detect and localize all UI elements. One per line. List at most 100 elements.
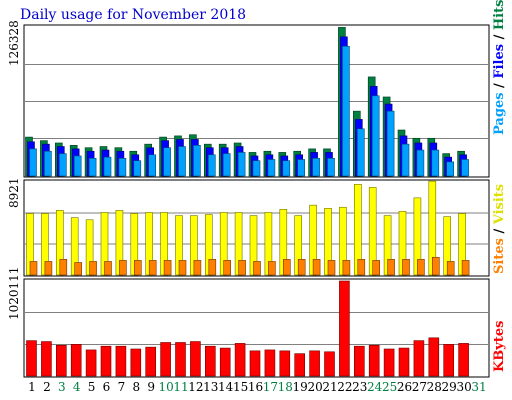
kbytes-bar xyxy=(190,341,201,377)
x-axis-labels: 1 2 3 4 5 6 7 8 9 10 11 12 13 14 15 16 17 18 19 20 21 22 23 24 2… xyxy=(28,380,486,394)
x-tick-label: 2 xyxy=(43,380,51,394)
x-tick-label: 12 xyxy=(188,380,203,394)
kbytes-bar xyxy=(339,280,350,377)
sites-bar xyxy=(297,259,306,276)
visits-y-max-label: 8921 xyxy=(7,177,21,208)
kbytes-bar xyxy=(219,347,231,377)
sites-bar xyxy=(163,260,172,276)
kbytes-y-max-label: 1020111 xyxy=(7,267,21,320)
pages-bar xyxy=(208,154,216,177)
x-tick-label: 24 xyxy=(367,380,383,394)
pages-bar xyxy=(356,128,365,177)
kbytes-bar xyxy=(145,346,156,377)
x-tick-label: 19 xyxy=(293,380,308,394)
kbytes-bar xyxy=(264,349,276,377)
kbytes-bar xyxy=(205,345,216,377)
x-tick-label: 15 xyxy=(233,380,248,394)
sites-bar xyxy=(223,260,231,276)
sites-bar xyxy=(282,259,291,276)
kbytes-bar xyxy=(55,344,67,377)
x-tick-label: 26 xyxy=(397,380,412,394)
hits-legend: Pages / Files / Hits xyxy=(492,0,507,135)
sites-bar xyxy=(148,260,157,276)
kbytes-bar xyxy=(130,348,142,377)
pages-bar xyxy=(282,160,291,177)
x-tick-label: 28 xyxy=(427,380,442,394)
sites-bar xyxy=(119,260,127,276)
sites-bar xyxy=(327,260,336,276)
pages-bar xyxy=(163,147,171,177)
pages-bar xyxy=(148,154,156,177)
sites-bar xyxy=(417,259,425,276)
pages-bar xyxy=(446,161,455,177)
visits-legend: Sites / Visits xyxy=(492,184,507,274)
pages-bar xyxy=(88,158,97,177)
pages-bar xyxy=(73,155,82,177)
kbytes-bar xyxy=(383,348,395,377)
x-tick-label: 22 xyxy=(337,380,352,394)
sites-bar xyxy=(44,261,53,276)
x-tick-label: 25 xyxy=(382,380,397,394)
kbytes-legend: KBytes xyxy=(492,321,507,372)
pages-bar xyxy=(252,160,261,177)
kbytes-bar xyxy=(26,340,37,377)
pages-bar xyxy=(178,146,186,177)
legend-entry: / xyxy=(492,30,507,44)
kbytes-bar xyxy=(175,342,186,377)
pages-bar xyxy=(461,159,469,177)
kbytes-bar xyxy=(413,340,425,377)
chart-title: Daily usage for November 2018 xyxy=(20,7,246,23)
x-tick-label: 10 xyxy=(158,380,173,394)
x-tick-label: 7 xyxy=(118,380,126,394)
pages-bar xyxy=(431,149,440,177)
sites-bar xyxy=(59,259,68,276)
x-tick-label: 9 xyxy=(147,380,155,394)
x-tick-label: 5 xyxy=(88,380,96,394)
sites-bar xyxy=(446,261,455,276)
x-tick-label: 18 xyxy=(278,380,293,394)
kbytes-bar xyxy=(70,344,82,377)
kbytes-bar xyxy=(160,342,171,377)
x-tick-label: 27 xyxy=(412,380,427,394)
pages-bar xyxy=(103,156,112,177)
x-tick-label: 17 xyxy=(263,380,278,394)
x-tick-label: 11 xyxy=(173,380,188,394)
x-tick-label: 13 xyxy=(203,380,218,394)
pages-bar xyxy=(193,145,201,177)
sites-bar xyxy=(342,260,351,276)
x-tick-label: 21 xyxy=(322,380,337,394)
sites-bar xyxy=(312,259,321,276)
legend-entry: Visits xyxy=(492,184,507,225)
kbytes-bar xyxy=(115,345,127,377)
sites-bar xyxy=(253,261,261,276)
sites-bar xyxy=(74,262,82,276)
kbytes-bar xyxy=(443,344,455,377)
kbytes-bar xyxy=(85,349,97,377)
sites-bar xyxy=(134,260,142,276)
sites-bar xyxy=(431,256,440,276)
pages-bar xyxy=(237,152,246,177)
pages-bar xyxy=(118,158,127,177)
kbytes-bar xyxy=(398,347,410,377)
pages-bar xyxy=(386,110,395,177)
legend-entry: Sites xyxy=(492,238,507,274)
sites-bar xyxy=(357,259,366,276)
kbytes-bar xyxy=(353,345,365,377)
sites-bar xyxy=(178,260,187,276)
x-tick-label: 16 xyxy=(248,380,263,394)
x-tick-label: 8 xyxy=(132,380,140,394)
x-tick-label: 6 xyxy=(103,380,111,394)
pages-bar xyxy=(297,159,306,177)
sites-bar xyxy=(193,260,202,276)
kbytes-bar xyxy=(458,343,469,377)
sites-bar xyxy=(372,260,381,276)
bars xyxy=(25,27,470,377)
sites-bar xyxy=(387,259,395,276)
sites-bar xyxy=(268,261,276,276)
pages-bar xyxy=(312,158,320,177)
x-tick-label: 4 xyxy=(73,380,81,394)
kbytes-bar xyxy=(368,344,380,377)
kbytes-bar xyxy=(279,350,291,377)
legend-entry: / xyxy=(492,224,507,238)
kbytes-bar xyxy=(324,351,335,377)
